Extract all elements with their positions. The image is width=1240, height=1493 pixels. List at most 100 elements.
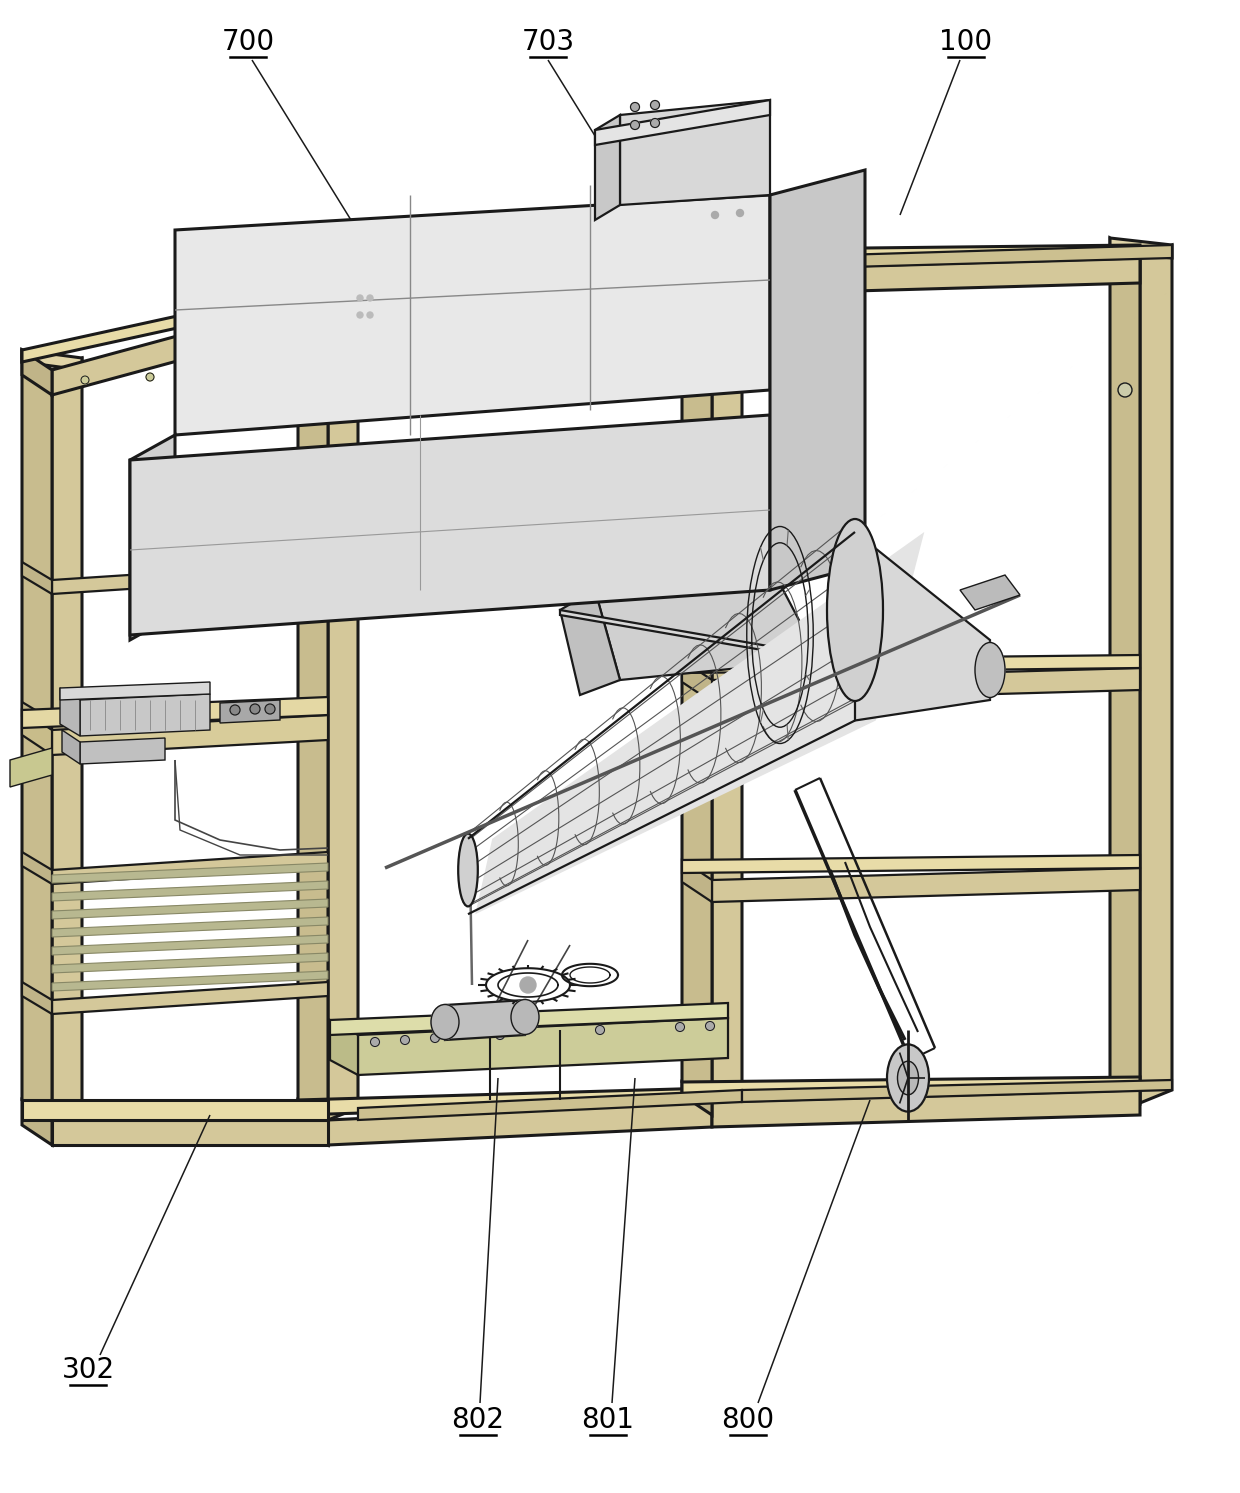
Polygon shape [52,982,329,1014]
Polygon shape [22,1100,329,1120]
Polygon shape [60,682,210,700]
Polygon shape [22,561,52,594]
Polygon shape [52,917,329,938]
Text: 302: 302 [62,1356,114,1384]
Circle shape [250,705,260,714]
Polygon shape [560,590,620,696]
Circle shape [430,1033,439,1042]
Polygon shape [330,1003,728,1035]
Polygon shape [52,953,329,973]
Polygon shape [52,863,329,882]
Polygon shape [560,611,820,660]
Polygon shape [22,697,329,729]
Polygon shape [22,982,52,1014]
Polygon shape [52,899,329,920]
Circle shape [146,373,154,381]
Circle shape [520,976,536,993]
Circle shape [651,118,660,127]
Circle shape [712,212,718,218]
Polygon shape [22,1100,52,1145]
Polygon shape [81,694,210,736]
Polygon shape [52,1120,329,1145]
Circle shape [737,209,744,216]
Polygon shape [52,561,329,594]
Polygon shape [298,275,358,296]
Circle shape [630,121,640,130]
Polygon shape [682,855,1140,873]
Polygon shape [682,655,1140,673]
Polygon shape [10,748,52,787]
Polygon shape [22,711,52,755]
Polygon shape [22,702,52,735]
Circle shape [706,1021,714,1030]
Polygon shape [682,249,742,270]
Ellipse shape [459,833,477,906]
Polygon shape [682,249,712,1102]
Polygon shape [52,715,329,755]
Polygon shape [682,1082,712,1115]
Ellipse shape [898,1062,919,1094]
Ellipse shape [827,520,883,702]
Text: 802: 802 [451,1406,505,1433]
Circle shape [196,370,205,379]
Polygon shape [595,100,770,145]
Ellipse shape [511,999,539,1035]
Polygon shape [358,258,742,296]
Polygon shape [298,1100,329,1145]
Circle shape [286,366,294,375]
Circle shape [357,296,363,302]
Polygon shape [358,1090,742,1120]
Polygon shape [22,349,52,1120]
Polygon shape [595,115,620,219]
Polygon shape [52,358,82,1120]
Polygon shape [52,702,329,735]
Polygon shape [1110,237,1140,1103]
Polygon shape [712,867,1140,902]
Polygon shape [130,434,175,640]
Circle shape [676,1023,684,1032]
Polygon shape [175,196,770,434]
Polygon shape [712,667,1140,702]
Polygon shape [81,738,165,764]
Polygon shape [329,284,358,1120]
Polygon shape [475,532,924,914]
Text: 801: 801 [582,1406,635,1433]
Polygon shape [329,270,712,320]
Polygon shape [298,261,712,284]
Polygon shape [682,660,712,702]
Polygon shape [298,275,329,1120]
Circle shape [81,376,89,384]
Circle shape [371,1038,379,1047]
Polygon shape [682,245,1140,263]
Polygon shape [219,700,280,723]
Polygon shape [130,415,770,635]
Polygon shape [52,853,329,884]
Polygon shape [712,258,1140,296]
Circle shape [595,1026,605,1035]
Circle shape [651,100,660,109]
Polygon shape [22,284,329,361]
Ellipse shape [887,1045,929,1112]
Text: 800: 800 [722,1406,775,1433]
Polygon shape [52,935,329,956]
Polygon shape [960,575,1021,611]
Polygon shape [1140,245,1172,1103]
Polygon shape [298,275,329,320]
Circle shape [367,296,373,302]
Polygon shape [298,1088,712,1115]
Polygon shape [712,1090,1140,1127]
Text: 700: 700 [222,28,274,57]
Polygon shape [62,730,81,764]
Circle shape [265,705,275,714]
Polygon shape [52,970,329,991]
Polygon shape [60,688,81,736]
Text: 100: 100 [940,28,992,57]
Circle shape [229,705,241,715]
Circle shape [357,312,363,318]
Polygon shape [22,349,82,370]
Circle shape [255,369,264,378]
Polygon shape [445,1000,525,1041]
Polygon shape [856,532,990,721]
Polygon shape [770,170,866,590]
Polygon shape [742,1079,1172,1102]
